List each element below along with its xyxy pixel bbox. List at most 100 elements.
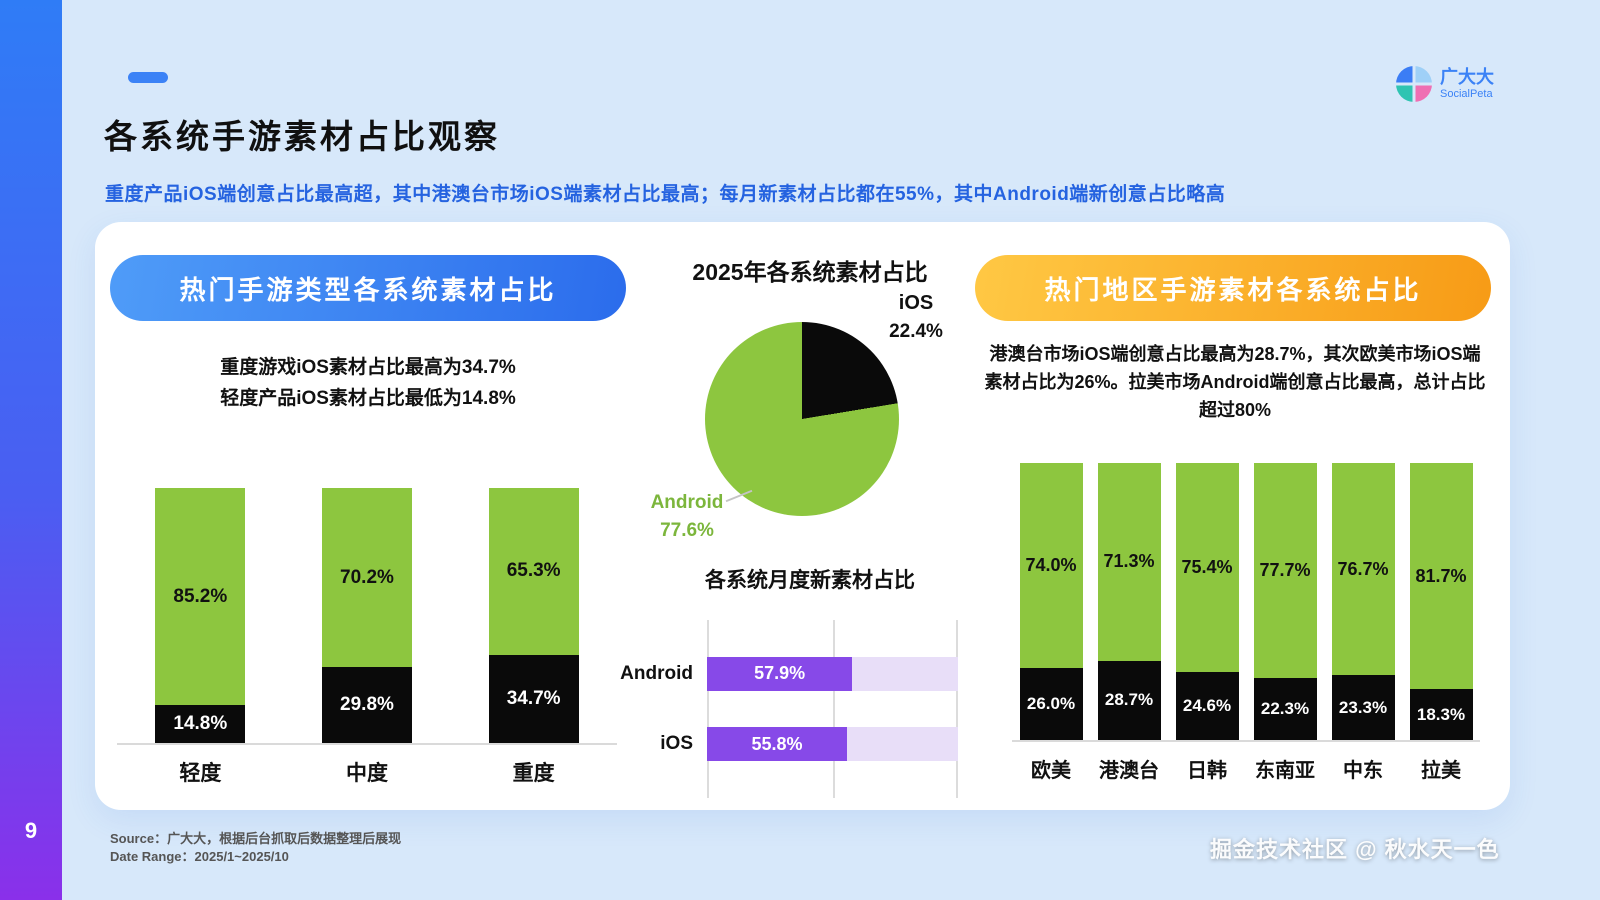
axis-label-重度: 重度	[512, 762, 555, 785]
right-panel-note: 港澳台市场iOS端创意占比最高为28.7%，其次欧美市场iOS端素材占比为26%…	[984, 344, 1486, 420]
hbar-row-ios: iOS 55.8%	[612, 727, 958, 762]
segment-ios: 29.8%	[321, 667, 412, 743]
stacked-bar-中度: 70.2% 29.8%	[321, 488, 412, 743]
right-panel-header: 热门地区手游素材各系统占比	[975, 255, 1491, 321]
value-label: 74.0%	[1025, 554, 1077, 575]
pie-ios-value: 22.4%	[889, 321, 943, 342]
segment-ios: 34.7%	[488, 654, 579, 743]
axis-label-日韩: 日韩	[1187, 760, 1227, 782]
page-number: 9	[24, 818, 38, 843]
x-axis-labels: 轻度 中度 重度	[117, 757, 617, 787]
logo-name: 广大大	[1440, 67, 1494, 88]
value-label: 76.7%	[1337, 558, 1389, 579]
segment-android: 71.3%	[1097, 463, 1161, 661]
segment-ios: 28.7%	[1097, 660, 1161, 740]
segment-ios: 18.3%	[1409, 689, 1473, 740]
watermark: 掘金技术社区 @ 秋水天一色	[1210, 837, 1500, 862]
axis-label-中东: 中东	[1343, 760, 1383, 782]
value-label: 77.7%	[1259, 560, 1311, 581]
segment-ios: 14.8%	[155, 705, 246, 743]
value-label: 65.3%	[506, 560, 561, 582]
value-label: 71.3%	[1103, 551, 1155, 572]
value-label: 55.8%	[751, 733, 803, 754]
segment-android: 65.3%	[488, 488, 579, 655]
value-label: 81.7%	[1415, 565, 1467, 586]
page-title: 各系统手游素材占比观察	[104, 118, 500, 155]
left-note-line1: 重度游戏iOS素材占比最高为34.7%	[220, 357, 516, 378]
segment-android: 76.7%	[1331, 463, 1395, 676]
content-card: 热门手游类型各系统素材占比 重度游戏iOS素材占比最高为34.7% 轻度产品iO…	[95, 222, 1510, 810]
os-share-pie-chart	[705, 322, 899, 516]
stacked-bar-欧美: 74.0% 26.0%	[1019, 463, 1083, 740]
pie-ios-name: iOS	[898, 292, 934, 314]
hbar-track: 57.9%	[707, 656, 958, 691]
left-note-line2: 轻度产品iOS素材占比最低为14.8%	[220, 388, 516, 409]
value-label: 57.9%	[754, 663, 806, 684]
date-range-line: Date Range：2025/1~2025/10	[110, 849, 289, 864]
stacked-bar-拉美: 81.7% 18.3%	[1409, 463, 1473, 740]
value-label: 24.6%	[1182, 695, 1232, 715]
value-label: 22.3%	[1260, 699, 1310, 719]
value-label: 34.7%	[506, 687, 561, 709]
axis-label-中度: 中度	[345, 762, 388, 785]
segment-ios: 26.0%	[1019, 667, 1083, 740]
hbar-category-label: iOS	[660, 733, 693, 755]
source-line: Source：广大大，根据后台抓取后数据整理后展现	[110, 831, 402, 846]
hbar-category-label: Android	[620, 662, 693, 684]
pie-chart-title: 2025年各系统素材占比	[692, 259, 928, 285]
brand-logo: 广大大 SocialPeta	[1396, 66, 1494, 102]
axis-label-港澳台: 港澳台	[1099, 760, 1159, 782]
value-label: 29.8%	[340, 693, 394, 715]
monthly-new-creative-chart: Android 57.9% iOS 55.8%	[612, 620, 958, 798]
hbar-fill: 57.9%	[707, 656, 853, 691]
value-label: 85.2%	[173, 585, 228, 607]
monthly-new-creative-title: 各系统月度新素材占比	[705, 569, 915, 592]
value-label: 18.3%	[1416, 704, 1466, 724]
axis-label-轻度: 轻度	[179, 762, 222, 785]
logo-subtitle: SocialPeta	[1440, 87, 1493, 100]
value-label: 28.7%	[1104, 690, 1154, 710]
socialpeta-pie-icon	[1396, 66, 1432, 102]
stacked-bar-东南亚: 77.7% 22.3%	[1253, 463, 1317, 740]
hbar-fill: 55.8%	[707, 727, 848, 762]
pie-label-ios: iOS 22.4%	[856, 292, 976, 343]
axis-label-东南亚: 东南亚	[1255, 760, 1315, 782]
value-label: 70.2%	[340, 566, 394, 588]
segment-android: 81.7%	[1409, 463, 1473, 690]
gridlines	[707, 620, 958, 798]
left-gradient-rail: 9	[0, 0, 62, 900]
segment-android: 85.2%	[155, 488, 246, 706]
pie-android-value: 77.6%	[660, 520, 714, 541]
axis-label-拉美: 拉美	[1421, 760, 1461, 782]
value-label: 75.4%	[1181, 556, 1233, 577]
bars-area: 74.0% 26.0% 71.3% 28.7% 75.4% 24.6% 77.7% 22.3%…	[1012, 463, 1480, 742]
pie-label-android: Android 77.6%	[627, 492, 747, 542]
left-panel-header: 热门手游类型各系统素材占比	[110, 255, 626, 321]
segment-android: 77.7%	[1253, 463, 1317, 679]
stacked-bar-中东: 76.7% 23.3%	[1331, 463, 1395, 740]
segment-android: 74.0%	[1019, 463, 1083, 668]
axis-label-欧美: 欧美	[1031, 760, 1071, 782]
x-axis-labels: 欧美 港澳台 日韩 东南亚 中东 拉美	[1012, 754, 1480, 783]
hbar-track: 55.8%	[707, 727, 958, 762]
title-accent-dash	[128, 72, 168, 83]
segment-ios: 24.6%	[1175, 671, 1239, 740]
page-subtitle: 重度产品iOS端创意占比最高超，其中港澳台市场iOS端素材占比最高；每月新素材占…	[105, 184, 1226, 205]
segment-ios: 23.3%	[1331, 675, 1395, 740]
stacked-bar-港澳台: 71.3% 28.7%	[1097, 463, 1161, 740]
hbar-row-android: Android 57.9%	[612, 656, 958, 691]
left-panel-note: 重度游戏iOS素材占比最高为34.7% 轻度产品iOS素材占比最低为14.8%	[110, 352, 626, 414]
hbar-rows: Android 57.9% iOS 55.8%	[612, 620, 958, 798]
value-label: 23.3%	[1338, 697, 1388, 717]
stacked-bar-轻度: 85.2% 14.8%	[155, 488, 246, 743]
segment-android: 75.4%	[1175, 463, 1239, 672]
logo-text: 广大大 SocialPeta	[1440, 67, 1494, 100]
segment-android: 70.2%	[321, 488, 412, 667]
source-block: Source：广大大，根据后台抓取后数据整理后展现 Date Range：202…	[110, 830, 401, 866]
region-stacked-chart: 74.0% 26.0% 71.3% 28.7% 75.4% 24.6% 77.7% 22.3%…	[1012, 463, 1480, 782]
stacked-bar-日韩: 75.4% 24.6%	[1175, 463, 1239, 740]
segment-ios: 22.3%	[1253, 678, 1317, 740]
bars-area: 85.2% 14.8% 70.2% 29.8% 65.3% 34.7%	[117, 488, 617, 745]
value-label: 14.8%	[173, 713, 228, 735]
